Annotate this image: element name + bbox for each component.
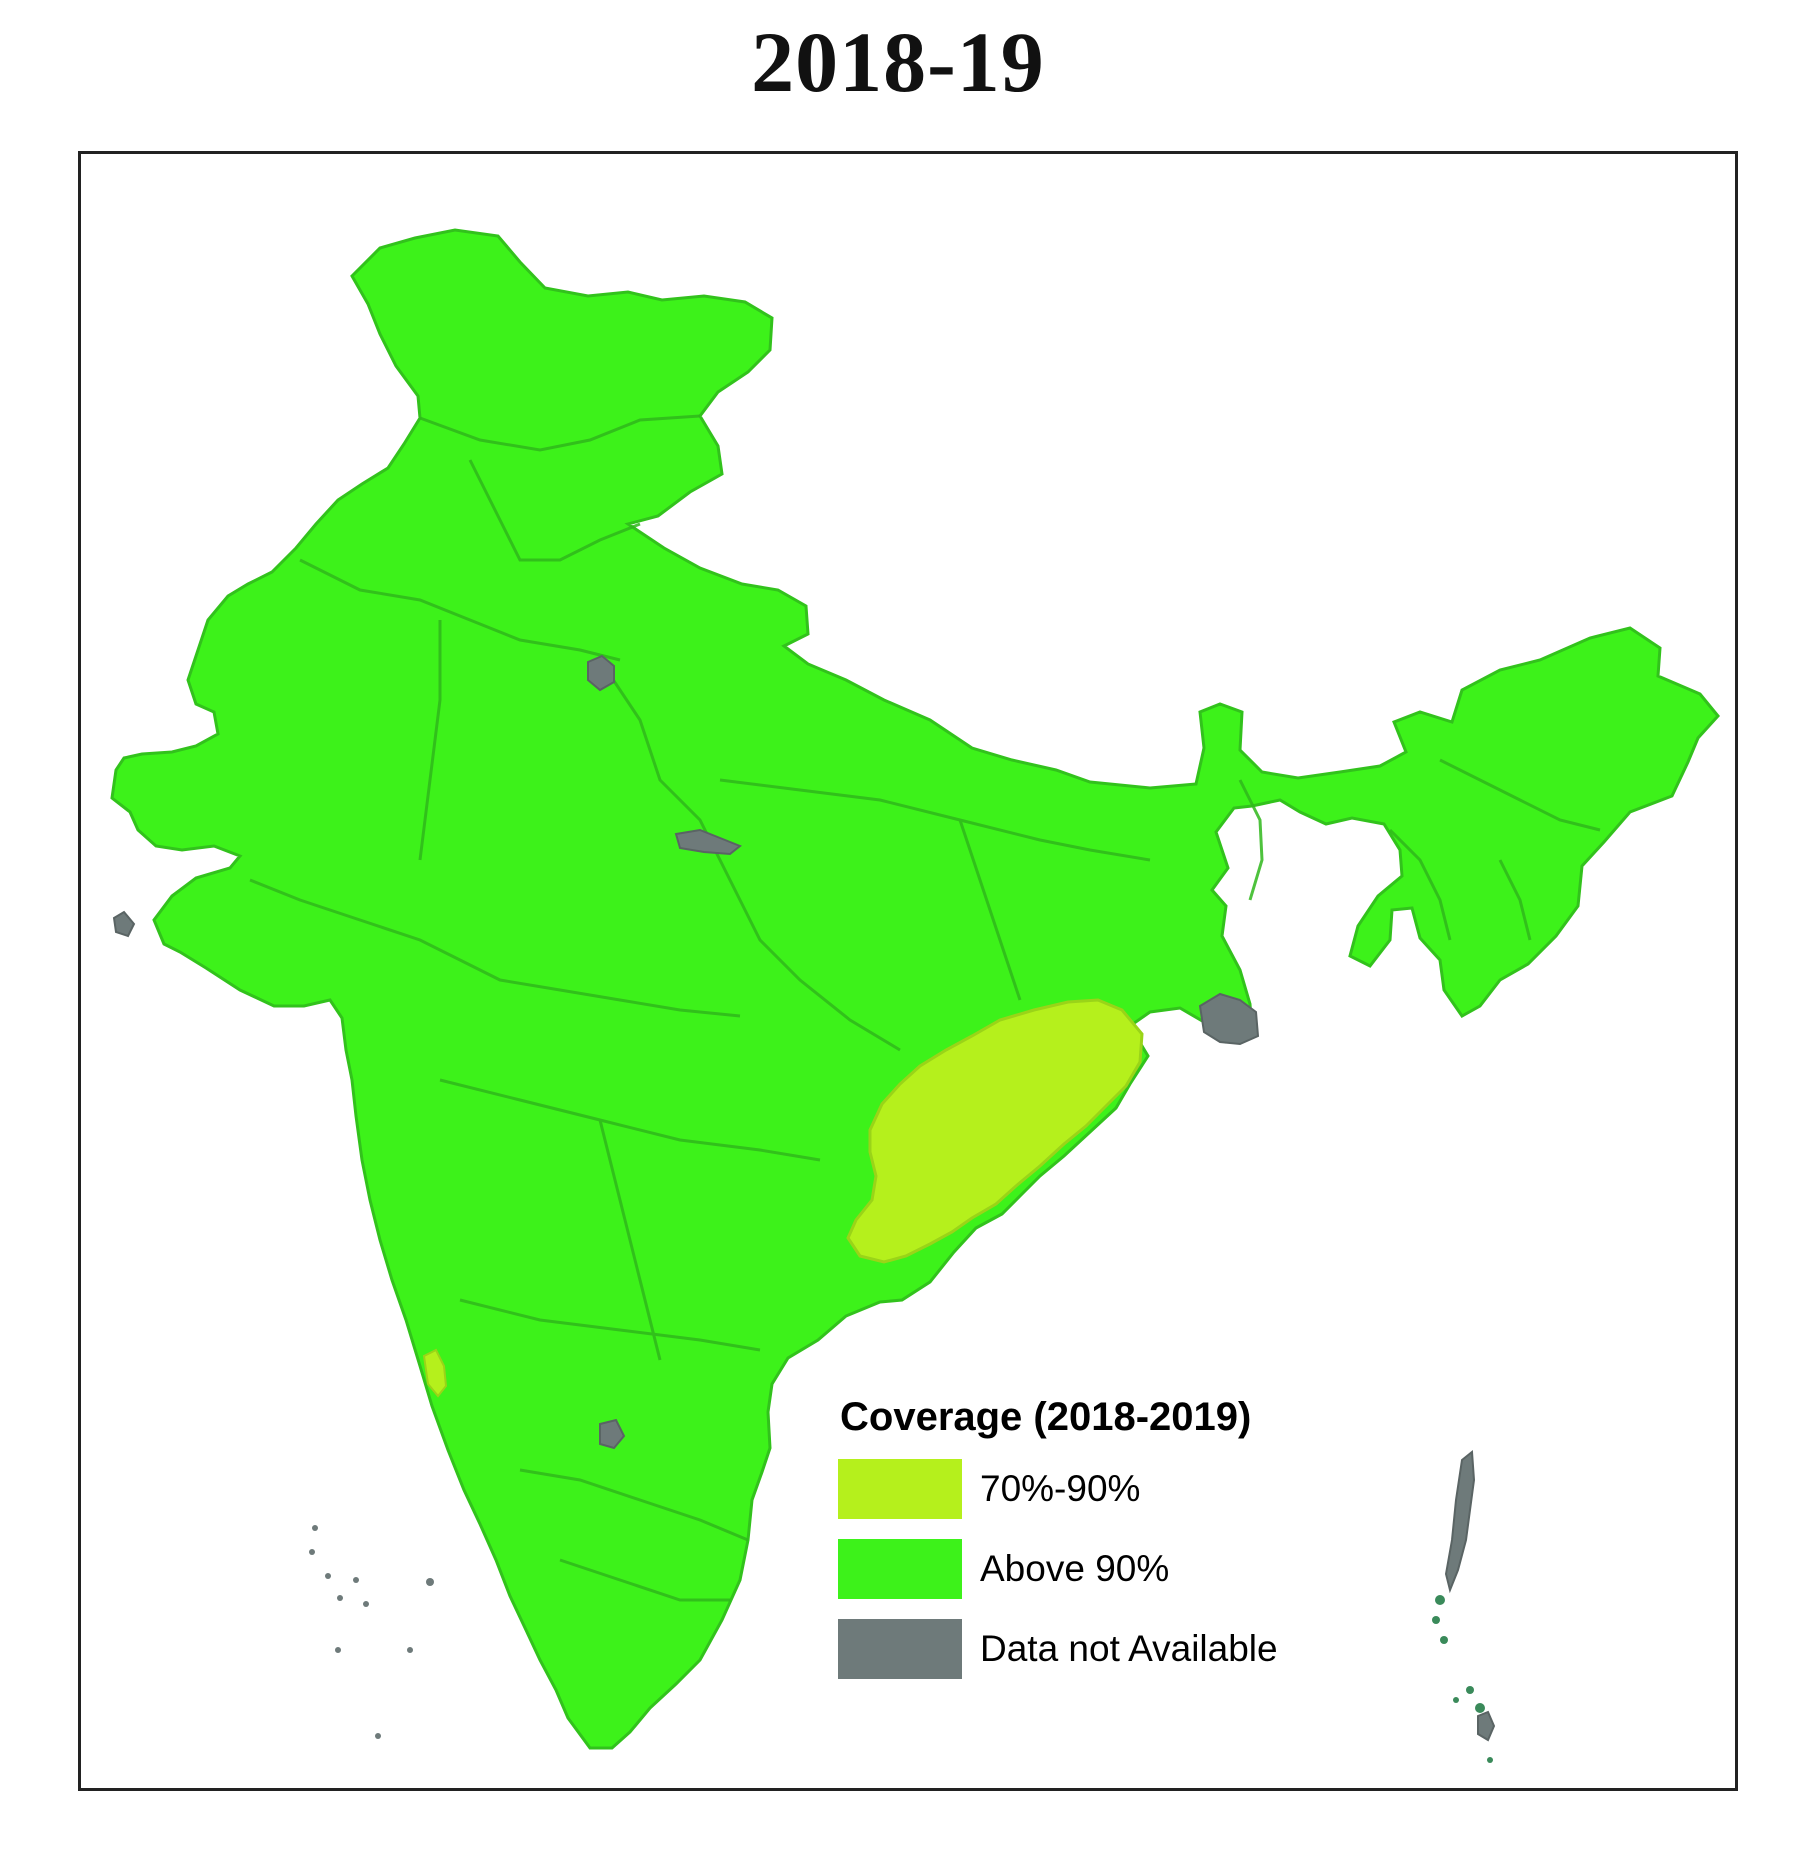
legend: Coverage (2018-2019) 70%-90% Above 90% D…	[838, 1395, 1298, 1698]
legend-label-70-90: 70%-90%	[980, 1468, 1141, 1509]
state-boundaries	[249, 414, 1601, 1602]
no-data-central-1	[674, 828, 742, 856]
no-data-karnataka	[599, 1418, 626, 1450]
highlight-region-goa	[422, 1348, 448, 1398]
page-title: 2018-19	[751, 14, 1045, 110]
legend-label-above-90: Above 90%	[980, 1548, 1170, 1589]
no-data-nicobar	[1477, 1710, 1496, 1742]
legend-item-above-90: Above 90%	[838, 1538, 1298, 1600]
legend-title: Coverage (2018-2019)	[840, 1395, 1252, 1439]
legend-swatch-70-90	[838, 1459, 962, 1519]
legend-item-70-90: 70%-90%	[838, 1458, 1298, 1520]
no-data-kolkata	[1198, 992, 1260, 1046]
legend-swatch-above-90	[838, 1539, 962, 1599]
legend-label-no-data: Data not Available	[980, 1628, 1278, 1669]
no-data-andaman	[1444, 1450, 1476, 1594]
highlight-region-odisha	[846, 998, 1144, 1264]
legend-item-no-data: Data not Available	[838, 1618, 1298, 1680]
legend-swatch-no-data	[838, 1619, 962, 1679]
andaman-islands	[1432, 1595, 1493, 1763]
lakshadweep-islands	[309, 1525, 434, 1739]
no-data-delhi	[587, 654, 615, 692]
no-data-gujarat-west	[112, 910, 136, 938]
no-data-patches	[112, 654, 1496, 1742]
